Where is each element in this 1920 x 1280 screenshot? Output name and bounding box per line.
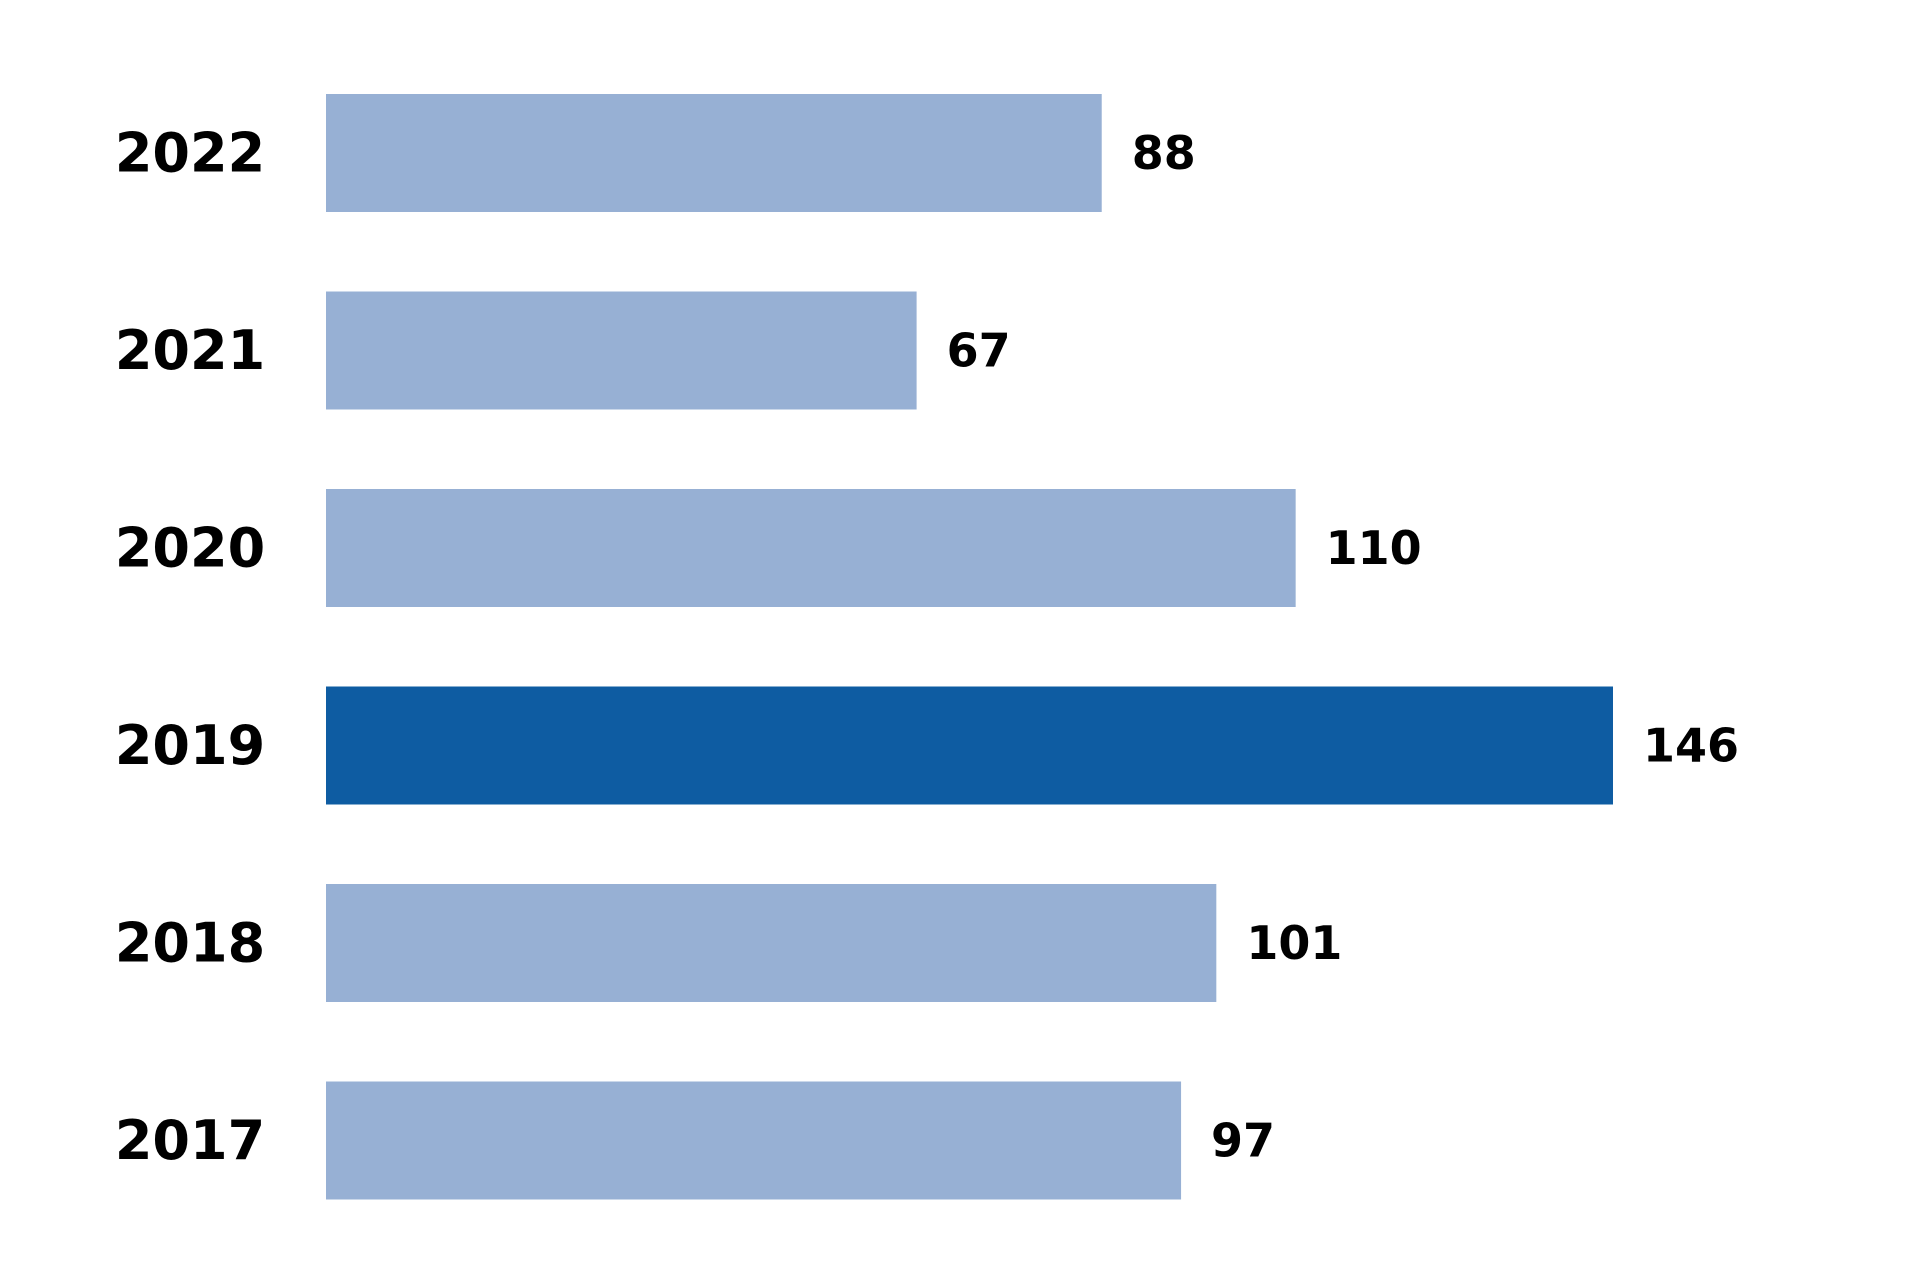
bar-2020 bbox=[326, 489, 1296, 607]
bar-2022 bbox=[326, 94, 1102, 212]
category-label-2019: 2019 bbox=[115, 714, 265, 777]
value-label-2018: 101 bbox=[1246, 916, 1342, 970]
category-label-2022: 2022 bbox=[115, 122, 265, 185]
value-label-2022: 88 bbox=[1132, 126, 1196, 180]
value-label-2021: 67 bbox=[947, 324, 1011, 378]
labels-group: 2022 88 2021 67 2020 110 2019 146 2018 101 2017 97 bbox=[115, 122, 1739, 1173]
bar-2019 bbox=[326, 686, 1613, 805]
category-label-2020: 2020 bbox=[115, 517, 265, 580]
category-label-2017: 2017 bbox=[115, 1109, 265, 1172]
bar-2017 bbox=[326, 1081, 1182, 1200]
bar-2018 bbox=[326, 884, 1217, 1002]
value-label-2020: 110 bbox=[1326, 521, 1422, 575]
category-label-2018: 2018 bbox=[115, 912, 265, 975]
value-label-2017: 97 bbox=[1211, 1114, 1275, 1168]
value-label-2019: 146 bbox=[1643, 719, 1739, 773]
bar-2021 bbox=[326, 291, 917, 410]
category-label-2021: 2021 bbox=[115, 319, 265, 382]
bars-group bbox=[326, 94, 1613, 1200]
